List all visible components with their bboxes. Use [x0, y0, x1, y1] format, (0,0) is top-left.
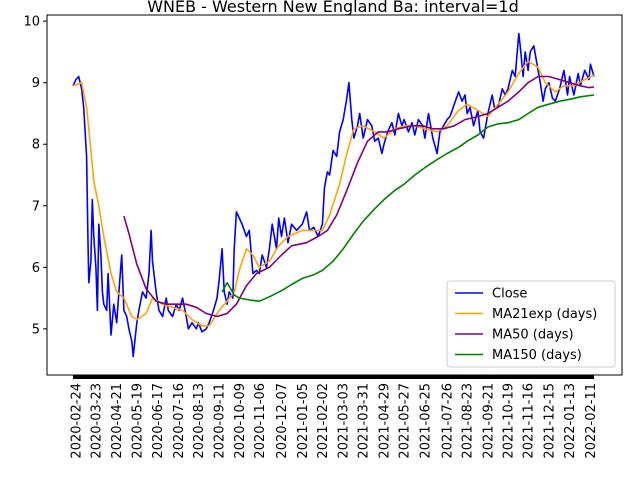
- x-tick-label: 2020-09-11: [213, 383, 228, 459]
- series-line-ma50-days: [123, 75, 595, 318]
- x-tick-label: 2020-10-09: [233, 383, 248, 459]
- series-layer: [72, 32, 595, 358]
- x-tick-label: 2021-11-16: [522, 383, 537, 459]
- x-tick-label: 2021-12-15: [542, 383, 557, 459]
- series-line-ma150-days: [221, 94, 595, 302]
- y-tick-label: 6: [32, 261, 40, 276]
- x-tick-label: 2021-07-26: [441, 383, 456, 459]
- x-tick-label: 2020-03-23: [89, 383, 104, 459]
- x-tick-label: 2020-07-16: [172, 383, 187, 459]
- legend-box: [446, 280, 616, 368]
- y-tick-label: 8: [32, 138, 40, 153]
- x-tick-label: 2021-06-25: [418, 383, 433, 459]
- x-tick-label: 2020-08-13: [192, 383, 207, 459]
- legend-label: MA50 (days): [492, 328, 574, 343]
- x-tick-label: 2020-05-19: [130, 383, 145, 459]
- x-tick-label: 2021-01-05: [296, 383, 311, 459]
- series-line-ma21exp-days: [72, 60, 595, 327]
- y-tick-label: 9: [32, 76, 40, 91]
- x-tick-label: 2021-02-02: [316, 383, 331, 459]
- x-tick-label: 2020-11-06: [253, 383, 268, 459]
- x-tick-label: 2021-05-27: [398, 383, 413, 459]
- y-tick-label: 5: [32, 322, 40, 337]
- y-axis: 5 6 7 8 9 10: [23, 15, 47, 337]
- x-tick-band: [73, 375, 594, 379]
- x-tick-label: 2021-08-23: [461, 383, 476, 459]
- legend-label: Close: [492, 287, 527, 302]
- x-tick-label: 2021-10-19: [502, 383, 517, 459]
- y-tick-label: 7: [32, 199, 40, 214]
- y-tick-label: 10: [23, 15, 40, 30]
- x-tick-label: 2021-04-29: [378, 383, 393, 459]
- legend-label: MA21exp (days): [492, 307, 597, 322]
- x-tick-label: 2020-12-07: [275, 383, 290, 459]
- x-tick-label: 2021-09-21: [481, 383, 496, 459]
- chart-title: WNEB - Western New England Ba: interval=…: [147, 0, 519, 16]
- x-tick-label: 2021-03-31: [357, 383, 372, 459]
- series-line-close: [72, 32, 595, 358]
- x-tick-label: 2022-02-11: [584, 383, 599, 459]
- x-tick-label: 2020-04-21: [110, 383, 125, 459]
- x-axis: 2020-02-24 2020-03-23 2020-04-21 2020-05-19…: [69, 375, 599, 459]
- legend-label: MA150 (days): [492, 348, 582, 363]
- legend: Close MA21exp (days) MA50 (days) MA150 (day…: [446, 280, 616, 368]
- x-tick-label: 2020-02-24: [69, 383, 84, 459]
- x-tick-label: 2022-01-13: [563, 383, 578, 459]
- x-tick-label: 2020-06-17: [151, 383, 166, 459]
- x-tick-label: 2021-03-03: [337, 383, 352, 459]
